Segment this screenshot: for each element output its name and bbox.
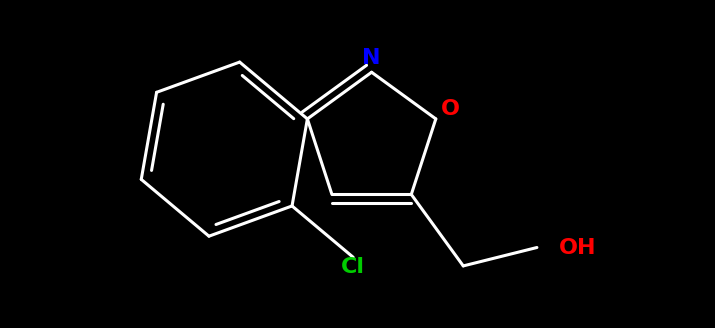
Text: Cl: Cl: [341, 257, 365, 277]
Text: O: O: [441, 99, 460, 119]
Text: OH: OH: [559, 237, 596, 257]
Text: N: N: [363, 48, 381, 68]
